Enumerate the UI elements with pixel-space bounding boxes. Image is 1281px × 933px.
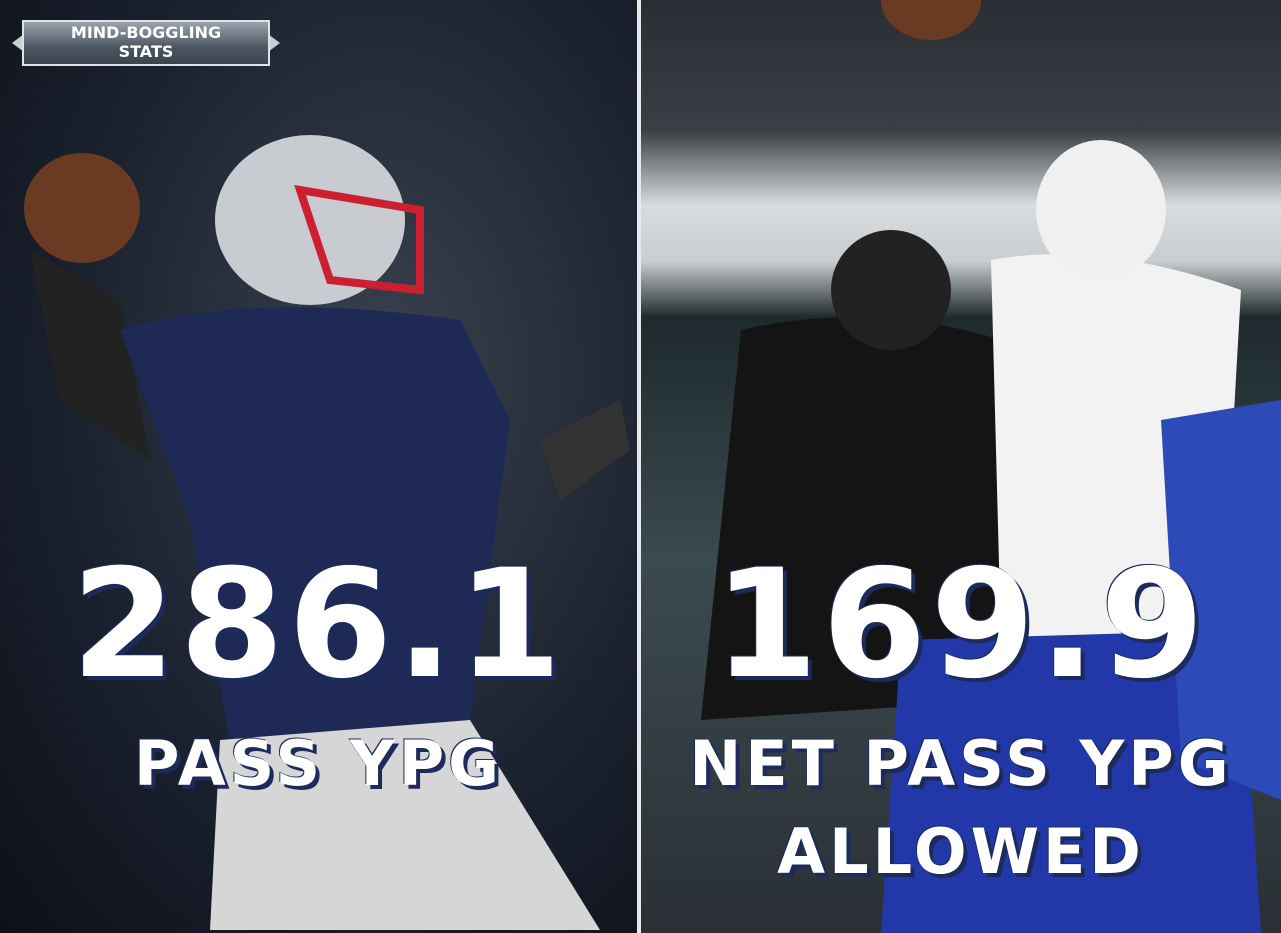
right-label: NET PASS YPG ALLOWED <box>641 720 1281 896</box>
right-stat: 169.9 <box>713 538 1209 712</box>
badge-line: STATS <box>118 42 174 61</box>
left-label: PASS YPG <box>0 720 637 808</box>
left-stat: 286.1 <box>71 538 566 712</box>
label-line: NET PASS YPG <box>689 727 1233 800</box>
badge-line: MIND-BOGGLING <box>70 23 222 42</box>
badge: MIND-BOGGLING STATS <box>12 20 280 66</box>
receivers-illustration <box>701 0 1281 933</box>
left-photo <box>0 0 637 933</box>
right-photo <box>641 0 1281 933</box>
label-line: ALLOWED <box>777 815 1145 888</box>
badge-text: MIND-BOGGLING STATS <box>22 23 270 61</box>
quarterback-illustration <box>24 135 630 930</box>
divider <box>637 0 641 933</box>
badge-box <box>22 20 270 66</box>
label-line: PASS YPG <box>133 727 504 800</box>
